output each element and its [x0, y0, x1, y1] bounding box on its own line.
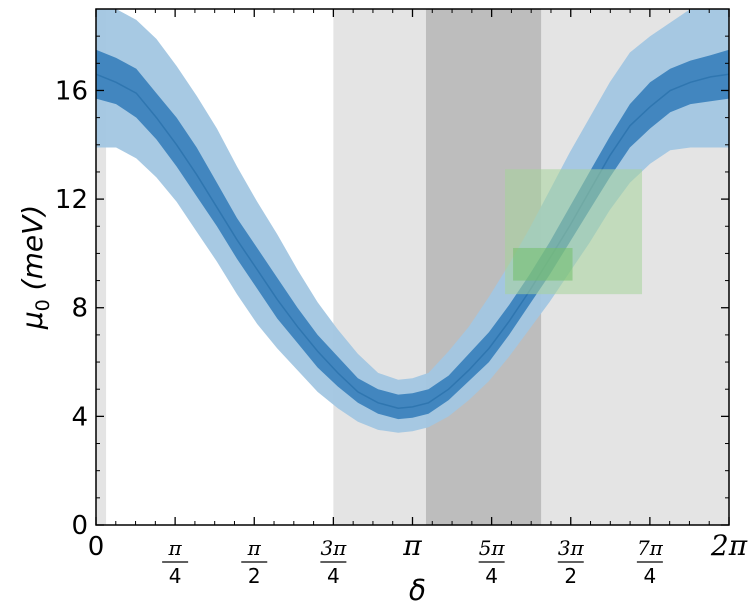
- x-tick-label: π2: [241, 536, 268, 588]
- y-axis-label-unit: (meV): [16, 205, 49, 299]
- x-tick-label: 0: [88, 532, 105, 562]
- x-tick-label: 2π: [710, 529, 748, 562]
- shaded-region-1: [333, 9, 426, 525]
- x-tick-label-denominator: 2: [248, 564, 261, 588]
- x-tick-label-denominator: 4: [169, 564, 182, 588]
- y-tick-label: 8: [71, 294, 88, 324]
- y-axis-label: μ0 (meV): [16, 205, 54, 330]
- y-tick-label: 12: [55, 185, 88, 215]
- x-tick-label-denominator: 4: [327, 564, 340, 588]
- plot-area: [96, 9, 729, 525]
- y-tick-label: 0: [71, 511, 88, 541]
- y-tick-label: 4: [71, 402, 88, 432]
- x-tick-label-denominator: 2: [564, 564, 577, 588]
- x-tick-label: π4: [162, 536, 189, 588]
- x-tick-label-numerator: 3π: [320, 536, 347, 560]
- constraint-box-inner: [513, 247, 573, 281]
- x-axis-label: δ: [409, 574, 426, 606]
- x-tick-label-denominator: 4: [485, 564, 498, 588]
- x-tick-label: 3π4: [320, 536, 347, 588]
- x-tick-label-numerator: 7π: [637, 536, 664, 560]
- x-tick-label-numerator: π: [168, 536, 183, 560]
- x-tick-label-denominator: 4: [644, 564, 657, 588]
- y-tick-label: 16: [55, 76, 88, 106]
- x-tick-label-numerator: 5π: [479, 536, 506, 560]
- y-axis-label-subscript: 0: [32, 299, 54, 311]
- axes: [95, 8, 730, 526]
- x-tick-label: 3π2: [557, 536, 585, 588]
- x-tick-label: π: [402, 529, 422, 562]
- x-tick-label-numerator: π: [247, 536, 262, 560]
- x-tick-label: 7π4: [636, 536, 664, 588]
- y-axis-label-symbol: μ: [16, 311, 49, 330]
- x-tick-label-numerator: 3π: [558, 536, 585, 560]
- inner-confidence-band: [96, 49, 729, 420]
- shaded-region-0: [96, 9, 107, 525]
- x-tick-label: 5π4: [478, 536, 506, 588]
- mean-line: [96, 73, 729, 409]
